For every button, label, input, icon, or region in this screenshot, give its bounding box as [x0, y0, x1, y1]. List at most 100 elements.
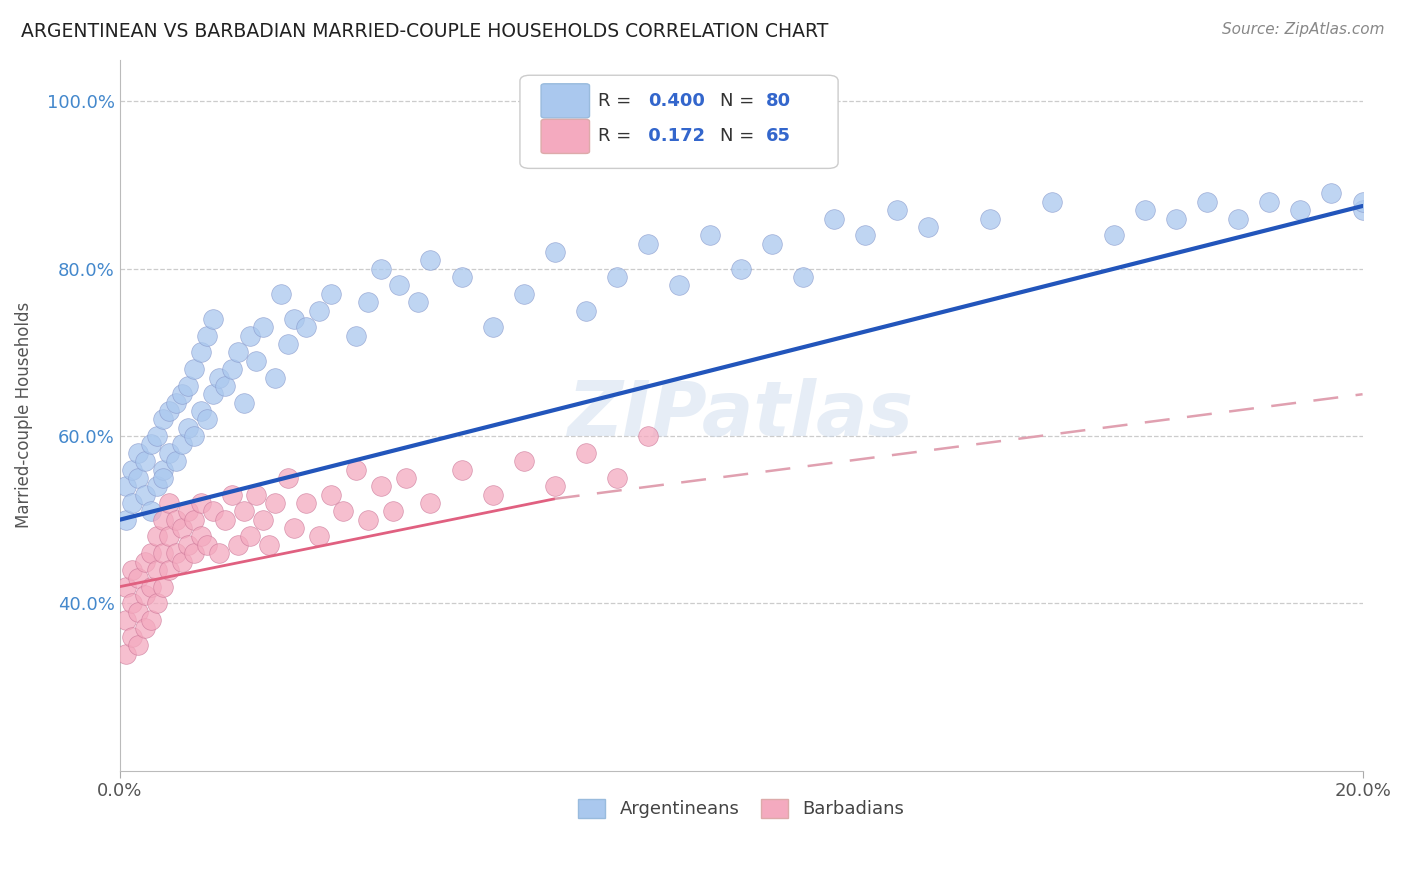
Point: [190, 496, 212, 510]
Point: [115, 647, 138, 661]
Point: [979, 211, 1001, 226]
Point: [450, 462, 472, 476]
Point: [139, 437, 162, 451]
Point: [177, 504, 200, 518]
Point: [177, 420, 200, 434]
Point: [208, 370, 231, 384]
Point: [450, 270, 472, 285]
Point: [183, 546, 205, 560]
Point: [419, 253, 441, 268]
Point: [699, 228, 721, 243]
Point: [264, 496, 287, 510]
Point: [165, 454, 187, 468]
Text: Source: ZipAtlas.com: Source: ZipAtlas.com: [1222, 22, 1385, 37]
Point: [139, 613, 162, 627]
Point: [190, 404, 212, 418]
Text: 65: 65: [766, 128, 792, 145]
Point: [370, 261, 392, 276]
Point: [239, 529, 262, 543]
Legend: Argentineans, Barbadians: Argentineans, Barbadians: [571, 791, 911, 826]
Point: [382, 504, 405, 518]
Point: [139, 546, 162, 560]
Point: [127, 446, 149, 460]
Point: [761, 236, 783, 251]
Point: [917, 219, 939, 234]
Point: [139, 580, 162, 594]
Point: [170, 555, 193, 569]
Point: [183, 513, 205, 527]
Text: 0.400: 0.400: [648, 92, 704, 110]
FancyBboxPatch shape: [541, 120, 589, 153]
Point: [146, 529, 169, 543]
Point: [308, 529, 330, 543]
Point: [134, 588, 156, 602]
Point: [121, 462, 143, 476]
Point: [344, 328, 367, 343]
Point: [344, 462, 367, 476]
Point: [134, 454, 156, 468]
Point: [886, 203, 908, 218]
Point: [1197, 194, 1219, 209]
Point: [319, 488, 342, 502]
Point: [214, 379, 236, 393]
Point: [730, 261, 752, 276]
Point: [121, 630, 143, 644]
Point: [165, 395, 187, 409]
Point: [252, 320, 274, 334]
Point: [319, 286, 342, 301]
Point: [115, 613, 138, 627]
Point: [1133, 203, 1156, 218]
Point: [388, 278, 411, 293]
Point: [257, 538, 280, 552]
Point: [121, 563, 143, 577]
Point: [152, 462, 174, 476]
Point: [823, 211, 845, 226]
Point: [152, 471, 174, 485]
Point: [201, 312, 224, 326]
Point: [1102, 228, 1125, 243]
Point: [295, 320, 318, 334]
Point: [183, 429, 205, 443]
Point: [177, 379, 200, 393]
Text: N =: N =: [720, 92, 761, 110]
Text: N =: N =: [720, 128, 761, 145]
Point: [283, 521, 305, 535]
Point: [544, 245, 567, 260]
Point: [295, 496, 318, 510]
Point: [195, 412, 218, 426]
Point: [606, 270, 628, 285]
Point: [134, 622, 156, 636]
Point: [159, 446, 181, 460]
Text: R =: R =: [598, 92, 637, 110]
Point: [233, 504, 256, 518]
Point: [283, 312, 305, 326]
Point: [245, 488, 267, 502]
Point: [170, 387, 193, 401]
Point: [183, 362, 205, 376]
Point: [170, 437, 193, 451]
Point: [170, 521, 193, 535]
Point: [233, 395, 256, 409]
Point: [152, 580, 174, 594]
Point: [146, 563, 169, 577]
Point: [1166, 211, 1188, 226]
Point: [121, 496, 143, 510]
Point: [481, 320, 503, 334]
Point: [419, 496, 441, 510]
Point: [127, 638, 149, 652]
Point: [575, 446, 598, 460]
Point: [115, 479, 138, 493]
Point: [252, 513, 274, 527]
Point: [134, 555, 156, 569]
Point: [226, 345, 249, 359]
Point: [201, 387, 224, 401]
Point: [277, 471, 299, 485]
Point: [406, 295, 429, 310]
Point: [214, 513, 236, 527]
Point: [239, 328, 262, 343]
Point: [1258, 194, 1281, 209]
Point: [308, 303, 330, 318]
FancyBboxPatch shape: [520, 75, 838, 169]
Point: [221, 488, 243, 502]
Point: [146, 596, 169, 610]
